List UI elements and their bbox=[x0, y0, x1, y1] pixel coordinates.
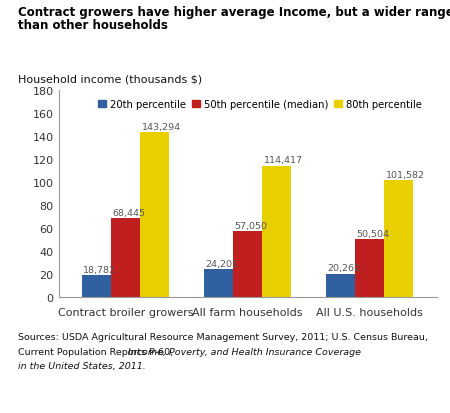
Text: than other households: than other households bbox=[18, 19, 168, 31]
Bar bbox=[325, 274, 355, 297]
Text: 50,504: 50,504 bbox=[356, 229, 389, 238]
Bar bbox=[140, 133, 170, 297]
Text: Sources: USDA Agricultural Resource Management Survey, 2011; U.S. Census Bureau,: Sources: USDA Agricultural Resource Mana… bbox=[18, 332, 428, 342]
Text: Contract growers have higher average Income, but a wider range,: Contract growers have higher average Inc… bbox=[18, 6, 450, 19]
Legend: 20th percentile, 50th percentile (median), 80th percentile: 20th percentile, 50th percentile (median… bbox=[94, 96, 426, 114]
Bar bbox=[203, 270, 233, 297]
Text: 101,582: 101,582 bbox=[386, 171, 424, 179]
Text: in the United States, 2011.: in the United States, 2011. bbox=[18, 361, 146, 370]
Text: 114,417: 114,417 bbox=[264, 156, 302, 165]
Text: 143,294: 143,294 bbox=[142, 123, 181, 132]
Text: Household income (thousands $): Household income (thousands $) bbox=[18, 75, 202, 85]
Bar bbox=[233, 232, 262, 297]
Text: 18,782: 18,782 bbox=[83, 266, 116, 274]
Bar bbox=[262, 166, 292, 297]
Text: 20,262: 20,262 bbox=[327, 264, 360, 273]
Bar bbox=[384, 181, 414, 297]
Bar bbox=[355, 240, 384, 297]
Bar bbox=[111, 219, 140, 297]
Text: 24,201: 24,201 bbox=[205, 259, 238, 268]
Text: 68,445: 68,445 bbox=[112, 209, 145, 218]
Text: Income, Poverty, and Health Insurance Coverage: Income, Poverty, and Health Insurance Co… bbox=[128, 347, 361, 356]
Text: Current Population Reports P-60,: Current Population Reports P-60, bbox=[18, 347, 176, 356]
Text: 57,050: 57,050 bbox=[234, 221, 267, 230]
Bar bbox=[81, 276, 111, 297]
